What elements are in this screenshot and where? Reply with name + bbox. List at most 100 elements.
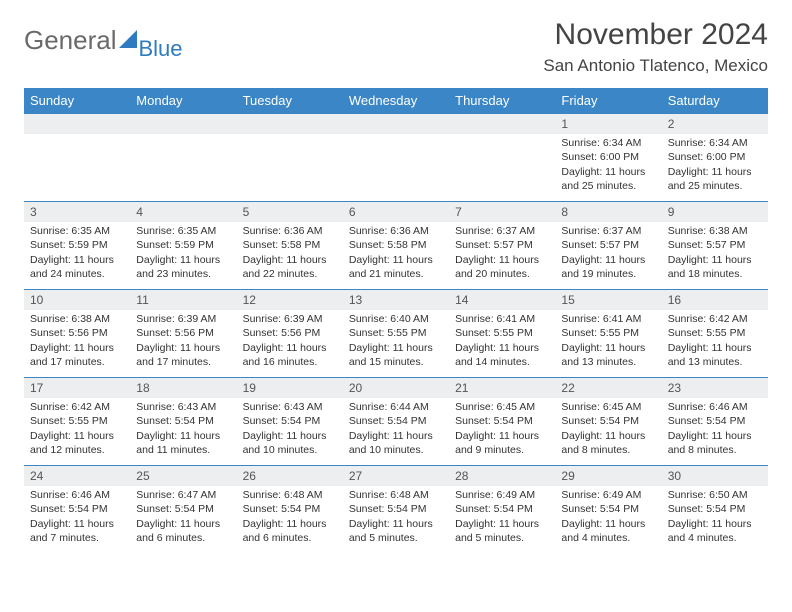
day-content: Sunrise: 6:39 AMSunset: 5:56 PMDaylight:… — [130, 310, 236, 373]
daylight-text: Daylight: 11 hours and 10 minutes. — [243, 429, 337, 457]
header: General Blue November 2024 San Antonio T… — [24, 18, 768, 76]
calendar-cell: 3Sunrise: 6:35 AMSunset: 5:59 PMDaylight… — [24, 201, 130, 289]
sunset-text: Sunset: 5:57 PM — [455, 238, 549, 252]
calendar-cell: 15Sunrise: 6:41 AMSunset: 5:55 PMDayligh… — [555, 289, 661, 377]
day-content: Sunrise: 6:43 AMSunset: 5:54 PMDaylight:… — [130, 398, 236, 461]
calendar-cell: 24Sunrise: 6:46 AMSunset: 5:54 PMDayligh… — [24, 465, 130, 553]
daylight-text: Daylight: 11 hours and 21 minutes. — [349, 253, 443, 281]
day-content: Sunrise: 6:37 AMSunset: 5:57 PMDaylight:… — [555, 222, 661, 285]
sunrise-text: Sunrise: 6:49 AM — [455, 488, 549, 502]
sunset-text: Sunset: 5:54 PM — [561, 502, 655, 516]
day-number: 21 — [449, 377, 555, 398]
day-number: 7 — [449, 201, 555, 222]
day-number: 26 — [237, 465, 343, 486]
logo-word2: Blue — [139, 36, 183, 62]
day-content: Sunrise: 6:50 AMSunset: 5:54 PMDaylight:… — [662, 486, 768, 549]
location: San Antonio Tlatenco, Mexico — [543, 56, 768, 76]
sunrise-text: Sunrise: 6:41 AM — [455, 312, 549, 326]
day-number: 17 — [24, 377, 130, 398]
day-content: Sunrise: 6:47 AMSunset: 5:54 PMDaylight:… — [130, 486, 236, 549]
calendar-cell: 23Sunrise: 6:46 AMSunset: 5:54 PMDayligh… — [662, 377, 768, 465]
calendar-cell: 17Sunrise: 6:42 AMSunset: 5:55 PMDayligh… — [24, 377, 130, 465]
day-number: 23 — [662, 377, 768, 398]
calendar-cell: 5Sunrise: 6:36 AMSunset: 5:58 PMDaylight… — [237, 201, 343, 289]
daylight-text: Daylight: 11 hours and 13 minutes. — [668, 341, 762, 369]
daylight-text: Daylight: 11 hours and 6 minutes. — [136, 517, 230, 545]
daylight-text: Daylight: 11 hours and 25 minutes. — [561, 165, 655, 193]
sunrise-text: Sunrise: 6:39 AM — [243, 312, 337, 326]
calendar-cell: 21Sunrise: 6:45 AMSunset: 5:54 PMDayligh… — [449, 377, 555, 465]
calendar-cell: 29Sunrise: 6:49 AMSunset: 5:54 PMDayligh… — [555, 465, 661, 553]
day-number-empty — [130, 113, 236, 134]
day-header: Wednesday — [343, 88, 449, 113]
day-number: 18 — [130, 377, 236, 398]
day-content: Sunrise: 6:46 AMSunset: 5:54 PMDaylight:… — [662, 398, 768, 461]
calendar-cell: 13Sunrise: 6:40 AMSunset: 5:55 PMDayligh… — [343, 289, 449, 377]
day-content: Sunrise: 6:49 AMSunset: 5:54 PMDaylight:… — [449, 486, 555, 549]
calendar-cell: 22Sunrise: 6:45 AMSunset: 5:54 PMDayligh… — [555, 377, 661, 465]
sunset-text: Sunset: 5:58 PM — [243, 238, 337, 252]
sunrise-text: Sunrise: 6:46 AM — [668, 400, 762, 414]
sunset-text: Sunset: 5:54 PM — [243, 502, 337, 516]
sunset-text: Sunset: 5:58 PM — [349, 238, 443, 252]
day-number: 30 — [662, 465, 768, 486]
sunrise-text: Sunrise: 6:44 AM — [349, 400, 443, 414]
daylight-text: Daylight: 11 hours and 25 minutes. — [668, 165, 762, 193]
daylight-text: Daylight: 11 hours and 4 minutes. — [561, 517, 655, 545]
daylight-text: Daylight: 11 hours and 8 minutes. — [561, 429, 655, 457]
sunset-text: Sunset: 5:56 PM — [30, 326, 124, 340]
sunrise-text: Sunrise: 6:37 AM — [455, 224, 549, 238]
sunset-text: Sunset: 5:59 PM — [30, 238, 124, 252]
sunrise-text: Sunrise: 6:47 AM — [136, 488, 230, 502]
daylight-text: Daylight: 11 hours and 9 minutes. — [455, 429, 549, 457]
daylight-text: Daylight: 11 hours and 23 minutes. — [136, 253, 230, 281]
calendar-cell: 10Sunrise: 6:38 AMSunset: 5:56 PMDayligh… — [24, 289, 130, 377]
calendar-cell: 25Sunrise: 6:47 AMSunset: 5:54 PMDayligh… — [130, 465, 236, 553]
daylight-text: Daylight: 11 hours and 5 minutes. — [349, 517, 443, 545]
calendar-cell: 18Sunrise: 6:43 AMSunset: 5:54 PMDayligh… — [130, 377, 236, 465]
calendar-cell — [237, 113, 343, 201]
day-number-empty — [343, 113, 449, 134]
day-number: 13 — [343, 289, 449, 310]
day-number: 9 — [662, 201, 768, 222]
calendar-cell: 20Sunrise: 6:44 AMSunset: 5:54 PMDayligh… — [343, 377, 449, 465]
day-header: Saturday — [662, 88, 768, 113]
calendar-cell: 6Sunrise: 6:36 AMSunset: 5:58 PMDaylight… — [343, 201, 449, 289]
sunset-text: Sunset: 5:54 PM — [349, 414, 443, 428]
sunset-text: Sunset: 5:55 PM — [30, 414, 124, 428]
logo-word1: General — [24, 25, 117, 56]
daylight-text: Daylight: 11 hours and 12 minutes. — [30, 429, 124, 457]
day-content: Sunrise: 6:48 AMSunset: 5:54 PMDaylight:… — [343, 486, 449, 549]
day-content: Sunrise: 6:38 AMSunset: 5:56 PMDaylight:… — [24, 310, 130, 373]
daylight-text: Daylight: 11 hours and 18 minutes. — [668, 253, 762, 281]
title-block: November 2024 San Antonio Tlatenco, Mexi… — [543, 18, 768, 76]
day-header: Thursday — [449, 88, 555, 113]
day-number: 6 — [343, 201, 449, 222]
day-number: 14 — [449, 289, 555, 310]
daylight-text: Daylight: 11 hours and 4 minutes. — [668, 517, 762, 545]
sunset-text: Sunset: 5:54 PM — [30, 502, 124, 516]
daylight-text: Daylight: 11 hours and 8 minutes. — [668, 429, 762, 457]
calendar-cell: 28Sunrise: 6:49 AMSunset: 5:54 PMDayligh… — [449, 465, 555, 553]
sunset-text: Sunset: 6:00 PM — [668, 150, 762, 164]
day-content: Sunrise: 6:34 AMSunset: 6:00 PMDaylight:… — [555, 134, 661, 197]
sunset-text: Sunset: 5:56 PM — [243, 326, 337, 340]
day-header: Friday — [555, 88, 661, 113]
calendar-cell: 30Sunrise: 6:50 AMSunset: 5:54 PMDayligh… — [662, 465, 768, 553]
month-title: November 2024 — [543, 18, 768, 52]
sunset-text: Sunset: 5:55 PM — [668, 326, 762, 340]
sunrise-text: Sunrise: 6:45 AM — [455, 400, 549, 414]
sunrise-text: Sunrise: 6:36 AM — [243, 224, 337, 238]
sunset-text: Sunset: 5:54 PM — [561, 414, 655, 428]
calendar-cell: 8Sunrise: 6:37 AMSunset: 5:57 PMDaylight… — [555, 201, 661, 289]
sunset-text: Sunset: 5:59 PM — [136, 238, 230, 252]
sunset-text: Sunset: 6:00 PM — [561, 150, 655, 164]
sunset-text: Sunset: 5:55 PM — [349, 326, 443, 340]
sunset-text: Sunset: 5:55 PM — [455, 326, 549, 340]
sunrise-text: Sunrise: 6:41 AM — [561, 312, 655, 326]
sunrise-text: Sunrise: 6:48 AM — [349, 488, 443, 502]
daylight-text: Daylight: 11 hours and 24 minutes. — [30, 253, 124, 281]
sunset-text: Sunset: 5:57 PM — [668, 238, 762, 252]
day-content: Sunrise: 6:36 AMSunset: 5:58 PMDaylight:… — [237, 222, 343, 285]
day-content: Sunrise: 6:44 AMSunset: 5:54 PMDaylight:… — [343, 398, 449, 461]
